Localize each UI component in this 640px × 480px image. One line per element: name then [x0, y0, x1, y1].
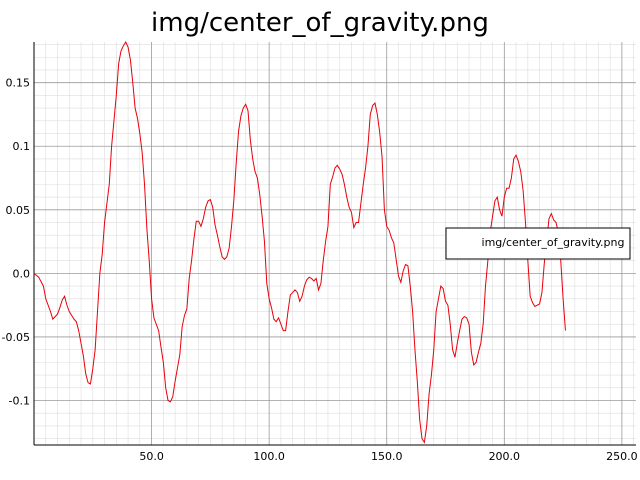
minor-grid [34, 42, 636, 445]
y-tick-label: 0.05 [6, 204, 31, 217]
major-grid [34, 42, 636, 445]
y-tick-label: -0.05 [2, 331, 30, 344]
y-tick-label: 0.1 [13, 140, 31, 153]
chart-title: img/center_of_gravity.png [151, 8, 489, 38]
legend-box [445, 227, 631, 260]
axes [33, 42, 636, 446]
y-tick-labels: 0.15 0.1 0.05 0.0 -0.05 -0.1 [2, 77, 30, 408]
legend-label: img/center_of_gravity.png [482, 236, 625, 249]
series-line [33, 40, 566, 444]
legend: img/center_of_gravity.png [445, 227, 631, 260]
y-tick-label: -0.1 [9, 395, 30, 408]
x-tick-label: 200.0 [489, 450, 521, 463]
x-tick-labels: 50.0 100.0 150.0 200.0 250.0 [139, 450, 637, 463]
x-tick-label: 150.0 [371, 450, 403, 463]
x-tick-label: 100.0 [253, 450, 285, 463]
y-tick-label: 0.0 [13, 267, 31, 280]
x-tick-label: 50.0 [139, 450, 164, 463]
x-tick-label: 250.0 [606, 450, 638, 463]
y-tick-label: 0.15 [6, 77, 31, 90]
